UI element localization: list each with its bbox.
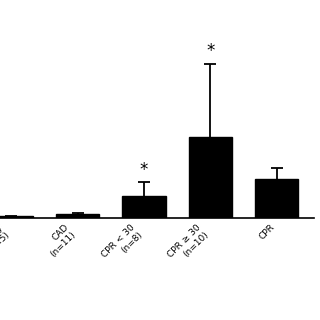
Bar [123,196,165,218]
Text: *: * [206,43,214,60]
Bar [56,214,99,218]
Bar [189,137,232,218]
Bar [0,216,33,218]
Text: *: * [140,161,148,179]
Bar [255,179,298,218]
